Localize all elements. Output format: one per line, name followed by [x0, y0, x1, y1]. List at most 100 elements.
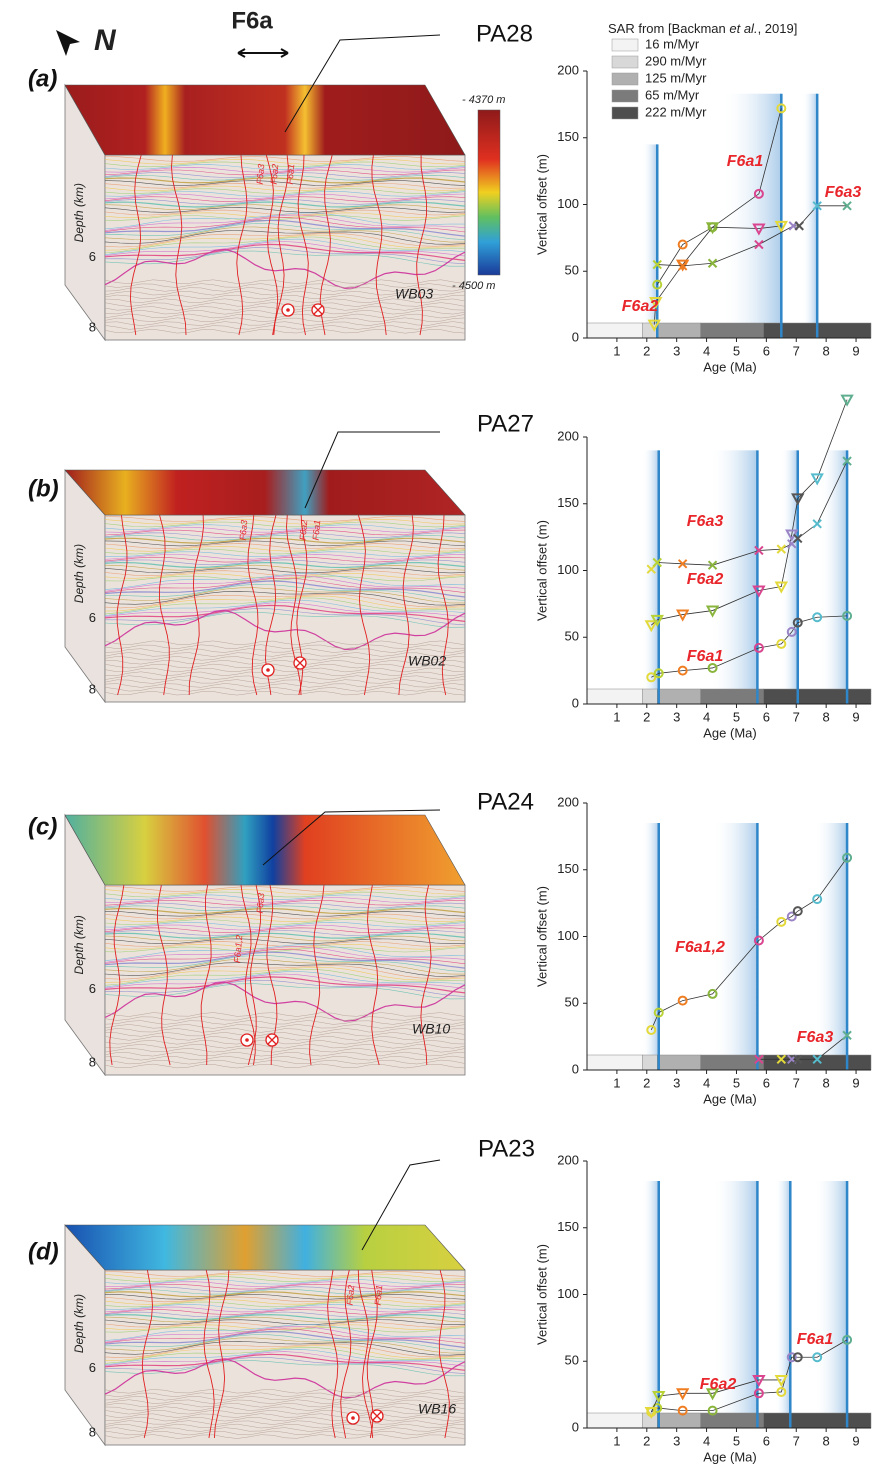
x-tick-label: 7: [793, 709, 800, 724]
offset-point: [842, 1334, 853, 1345]
y-tick-label: 50: [565, 1353, 579, 1368]
fault-trace: [398, 514, 414, 696]
offset-point: [774, 1374, 789, 1387]
fault-label: F6a2: [345, 1285, 357, 1306]
basement-texture: [104, 1434, 466, 1439]
x-tick-label: 1: [613, 1075, 620, 1090]
x-tick-label: 2: [643, 1075, 650, 1090]
seismic-reflector: [104, 1326, 466, 1333]
offset-point: [677, 239, 688, 250]
seismic-reflector: [104, 1276, 466, 1282]
basement-texture: [104, 1012, 466, 1017]
offset-line: [758, 1034, 848, 1060]
offset-point: [776, 544, 787, 554]
depth-axis-label: Depth (km): [72, 544, 86, 603]
y-tick-label: 0: [572, 695, 579, 710]
seismic-reflector: [104, 1311, 466, 1318]
basement-texture: [104, 287, 466, 292]
seismic-line-label: WB16: [418, 1401, 456, 1417]
seismic-reflector: [104, 532, 466, 539]
offset-point: [792, 906, 803, 917]
fault-zone-label: F6a: [231, 7, 273, 34]
basement-texture: [104, 1032, 466, 1037]
block-top: [64, 469, 466, 516]
basement-texture: [104, 279, 466, 284]
offset-point: [793, 533, 803, 544]
fault-trace: [340, 1269, 352, 1439]
fault-annotation: F6a3: [797, 1029, 834, 1046]
depth-tick-label: 6: [89, 1360, 96, 1375]
x-tick-label: 5: [733, 1075, 740, 1090]
fault-trace: [116, 514, 128, 696]
y-axis-label: Vertical offset (m): [534, 1244, 549, 1345]
fault-annotation: F6a1,2: [675, 939, 725, 956]
y-tick-label: 100: [557, 196, 579, 211]
offset-point: [786, 911, 797, 922]
offset-point: [786, 626, 797, 637]
seismic-reflector: [104, 204, 466, 211]
legend-swatch: [611, 106, 639, 120]
offset-point: [753, 642, 764, 653]
fault-trace: [236, 154, 248, 336]
sar-bar: [657, 688, 701, 705]
title-part: , 2019]: [758, 21, 798, 36]
x-tick-label: 4: [703, 343, 710, 358]
profile-leader: [262, 809, 441, 866]
seismic-reflector: [104, 1301, 466, 1308]
seismic-reflector: [104, 927, 466, 934]
motion-in-cross: [295, 658, 305, 668]
y-tick-label: 200: [557, 1152, 579, 1167]
seismic-reflector: [104, 1340, 466, 1356]
seismic-reflector: [105, 608, 466, 626]
offset-point: [707, 258, 718, 268]
offset-point: [653, 1007, 664, 1018]
fault-trace: [357, 1269, 374, 1439]
sar-legend-title: SAR from [Backman et al., 2019]: [608, 21, 797, 36]
y-tick-label: 0: [572, 329, 579, 344]
seismic-reflector: [104, 1343, 466, 1359]
fault-trace: [438, 1269, 450, 1439]
fault-trace: [203, 1269, 215, 1439]
fault-trace: [240, 884, 256, 1066]
seismic-reflector: [104, 1316, 466, 1323]
fault-trace: [157, 884, 171, 1066]
profile-label: PA23: [478, 1135, 535, 1162]
fault-trace: [371, 154, 387, 336]
block-top: [64, 814, 466, 886]
seismic-reflector: [104, 243, 466, 261]
seismic-reflector: [104, 888, 466, 895]
seismic-reflector: [104, 214, 466, 231]
offset-point: [644, 1406, 658, 1420]
seismic-reflector: [104, 587, 465, 604]
offset-point: [754, 1054, 764, 1065]
offset-point: [707, 560, 718, 570]
offset-point: [842, 201, 852, 211]
seismic-reflector: [104, 965, 466, 980]
seismic-reflector: [104, 1345, 466, 1361]
seismic-reflector: [104, 976, 466, 994]
basement-texture: [104, 644, 466, 649]
profile-label: PA24: [477, 788, 534, 815]
seismic-reflector: [104, 604, 466, 622]
seismic-reflector: [104, 526, 466, 533]
x-tick-label: 3: [673, 1433, 680, 1448]
seismic-reflector: [104, 1326, 466, 1343]
x-tick-label: 2: [643, 1433, 650, 1448]
event-shading: [802, 93, 818, 338]
seismic-reflector: [104, 910, 466, 917]
basement-texture: [104, 1389, 466, 1394]
seismic-reflector: [104, 1296, 466, 1303]
offset-point: [840, 394, 854, 407]
basement-texture: [104, 652, 466, 657]
panel-label: (a): [28, 65, 57, 92]
offset-point: [652, 1390, 666, 1404]
depth-tick-label: 6: [89, 610, 96, 625]
seismic-reflector: [104, 535, 466, 541]
fault-trace: [273, 154, 289, 336]
block-top: [64, 1224, 466, 1271]
offset-point: [791, 493, 805, 506]
x-tick-label: 7: [793, 343, 800, 358]
seismic-reflector: [104, 930, 466, 936]
seismic-reflector: [104, 518, 466, 525]
